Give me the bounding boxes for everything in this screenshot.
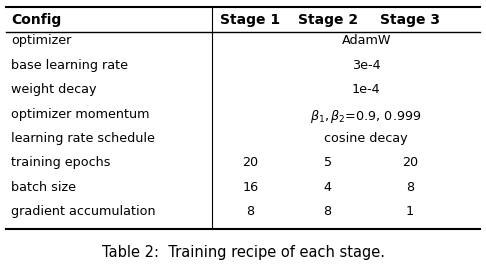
Text: 4: 4 <box>324 181 331 194</box>
Text: optimizer: optimizer <box>11 34 71 47</box>
Text: 16: 16 <box>242 181 259 194</box>
Text: 20: 20 <box>242 156 259 169</box>
Text: learning rate schedule: learning rate schedule <box>11 132 155 145</box>
Text: cosine decay: cosine decay <box>325 132 408 145</box>
Text: Stage 3: Stage 3 <box>380 13 440 27</box>
Text: base learning rate: base learning rate <box>11 59 128 72</box>
Text: 1: 1 <box>406 205 414 218</box>
Text: optimizer momentum: optimizer momentum <box>11 107 150 121</box>
Text: training epochs: training epochs <box>11 156 110 169</box>
Text: 8: 8 <box>324 205 331 218</box>
Text: 20: 20 <box>401 156 418 169</box>
Text: 1e-4: 1e-4 <box>352 83 381 96</box>
Text: $\beta_1, \beta_2$=0.9, 0.999: $\beta_1, \beta_2$=0.9, 0.999 <box>311 107 422 125</box>
Text: weight decay: weight decay <box>11 83 97 96</box>
Text: Stage 2: Stage 2 <box>297 13 358 27</box>
Text: 8: 8 <box>406 181 414 194</box>
Text: batch size: batch size <box>11 181 76 194</box>
Text: Stage 1: Stage 1 <box>220 13 280 27</box>
Text: 5: 5 <box>324 156 331 169</box>
Text: Table 2:  Training recipe of each stage.: Table 2: Training recipe of each stage. <box>102 245 384 260</box>
Text: 3e-4: 3e-4 <box>352 59 381 72</box>
Text: AdamW: AdamW <box>342 34 391 47</box>
Text: gradient accumulation: gradient accumulation <box>11 205 156 218</box>
Text: Config: Config <box>11 13 61 27</box>
Text: 8: 8 <box>246 205 254 218</box>
